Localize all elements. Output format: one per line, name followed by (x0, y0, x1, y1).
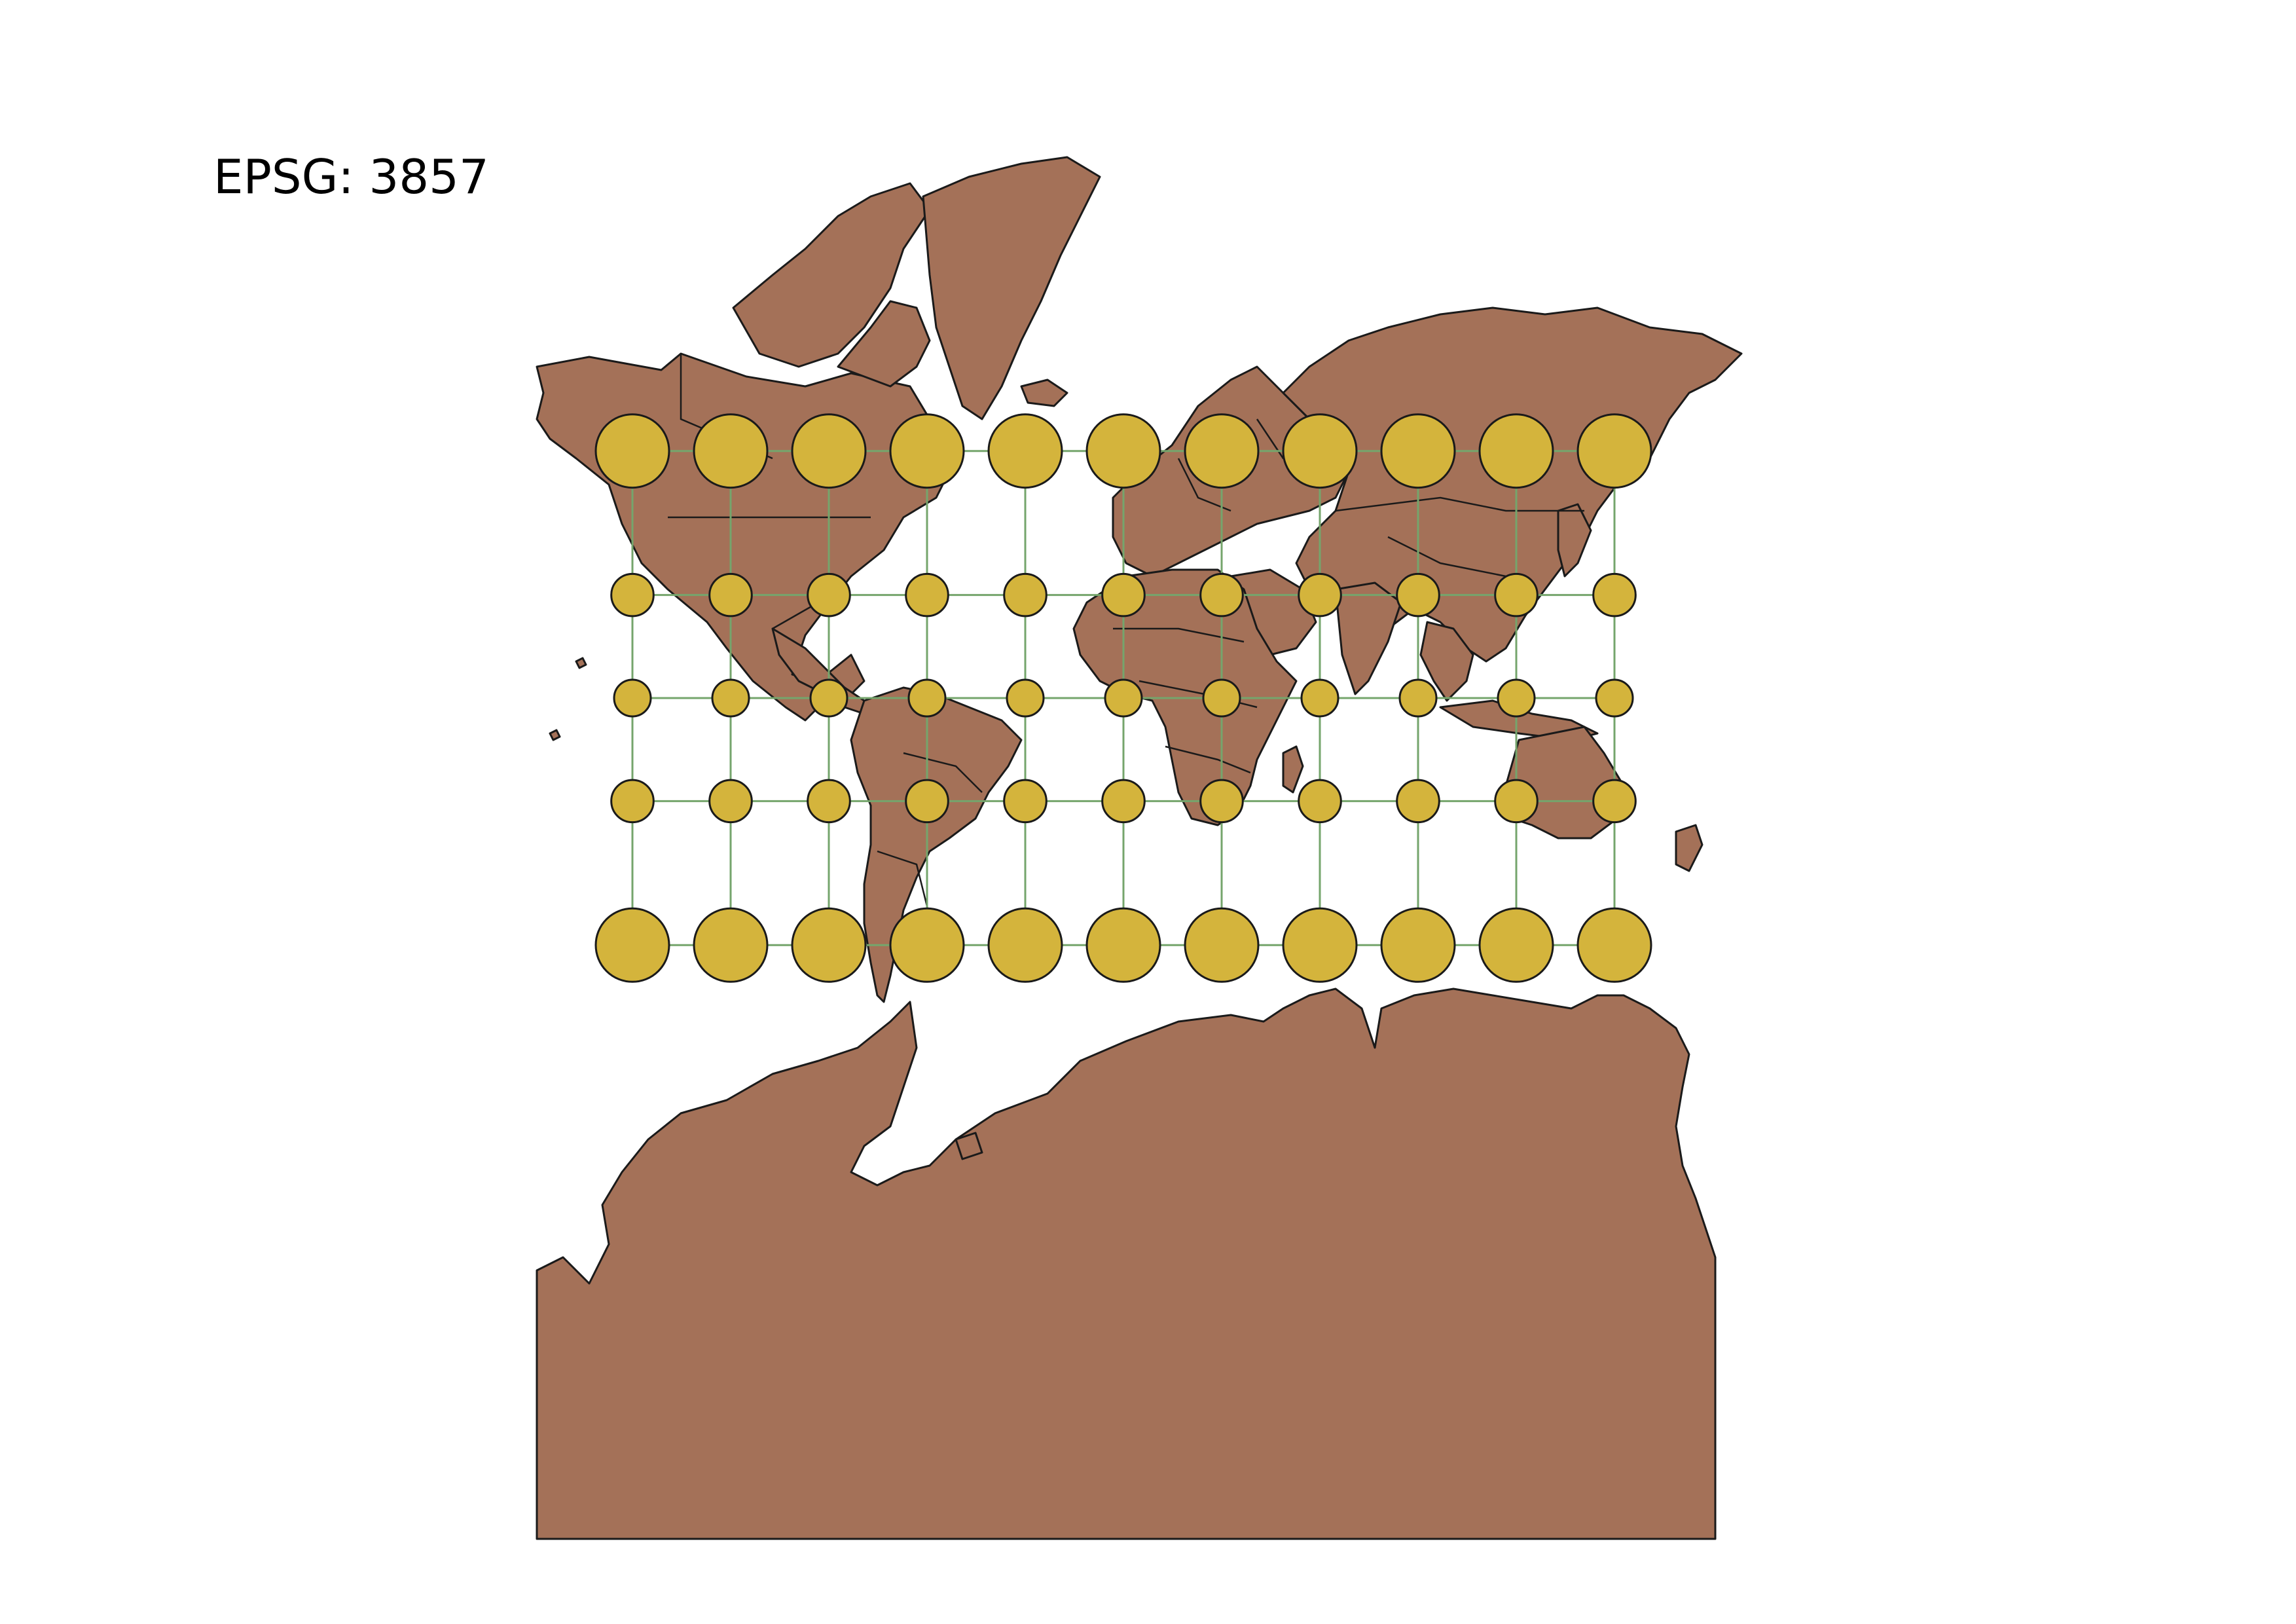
tissot-circle (1576, 413, 1652, 489)
tissot-circle (1595, 678, 1634, 718)
tissot-circle (1592, 779, 1637, 824)
tissot-circle (1199, 572, 1244, 618)
tissot-circle (1085, 907, 1161, 983)
tissot-circle (1576, 907, 1652, 983)
hawaii-islands (575, 657, 587, 669)
pacific-islands (549, 729, 561, 741)
tissot-circle (1396, 779, 1440, 824)
tissot-circle (987, 907, 1063, 983)
tissot-circle (594, 413, 670, 489)
tissot-circle (1199, 779, 1244, 824)
new-zealand (1675, 824, 1704, 872)
tissot-circle (1104, 678, 1143, 718)
tissot-circle (711, 678, 750, 718)
japan (1557, 503, 1592, 578)
tissot-circle (1101, 779, 1146, 824)
tissot-circle (1398, 678, 1438, 718)
indian-subcontinent (1334, 581, 1402, 695)
tissot-circle (1184, 907, 1260, 983)
tissot-circle (1478, 413, 1554, 489)
tissot-circle (1003, 572, 1048, 618)
madagascar (1282, 745, 1304, 794)
tissot-circle (889, 413, 965, 489)
tissot-circle (610, 779, 655, 824)
baffin-island (837, 300, 931, 388)
tissot-circle (1282, 907, 1358, 983)
tissot-circle (987, 413, 1063, 489)
tissot-circle (1282, 413, 1358, 489)
greenland (922, 156, 1101, 420)
landmass-layer (536, 156, 1743, 1540)
tissot-indicatrix-layer (594, 413, 1652, 983)
tissot-circle (594, 907, 670, 983)
tissot-circle (791, 413, 867, 489)
tissot-circle (905, 779, 949, 824)
tissot-circle (1300, 678, 1339, 718)
tissot-circle (1494, 779, 1539, 824)
tissot-circle (905, 572, 949, 618)
tissot-circle (791, 907, 867, 983)
tissot-circle (1380, 907, 1456, 983)
tissot-circle (708, 779, 753, 824)
tissot-circle (708, 572, 753, 618)
tissot-circle (807, 779, 851, 824)
tissot-circle (1396, 572, 1440, 618)
tissot-circle (613, 678, 652, 718)
iceland (1020, 378, 1068, 407)
arctic-islands (732, 182, 931, 368)
map-title: EPSG: 3857 (213, 149, 489, 204)
tissot-circle (1497, 678, 1536, 718)
tissot-circle (1085, 413, 1161, 489)
tissot-circle (693, 907, 769, 983)
tissot-circle (1592, 572, 1637, 618)
tissot-circle (907, 678, 947, 718)
tissot-circle (1298, 779, 1342, 824)
tissot-circle (1478, 907, 1554, 983)
country-borders (668, 354, 1584, 917)
tissot-circle (807, 572, 851, 618)
south-america (850, 686, 1023, 1003)
tissot-circle (1494, 572, 1539, 618)
tissot-circle (809, 678, 848, 718)
southeast-asia (1419, 621, 1474, 702)
north-america (536, 352, 957, 722)
tissot-circle (1298, 572, 1342, 618)
tissot-circle (1006, 678, 1045, 718)
tissot-circle (1184, 413, 1260, 489)
tissot-circle (610, 572, 655, 618)
tissot-circle (693, 413, 769, 489)
tissot-circle (1101, 572, 1146, 618)
falkland-islands (955, 1132, 983, 1160)
tissot-circle (1380, 413, 1456, 489)
tissot-circle (1003, 779, 1048, 824)
tissot-circle (889, 907, 965, 983)
antarctica (536, 987, 1717, 1540)
tissot-circle (1202, 678, 1241, 718)
